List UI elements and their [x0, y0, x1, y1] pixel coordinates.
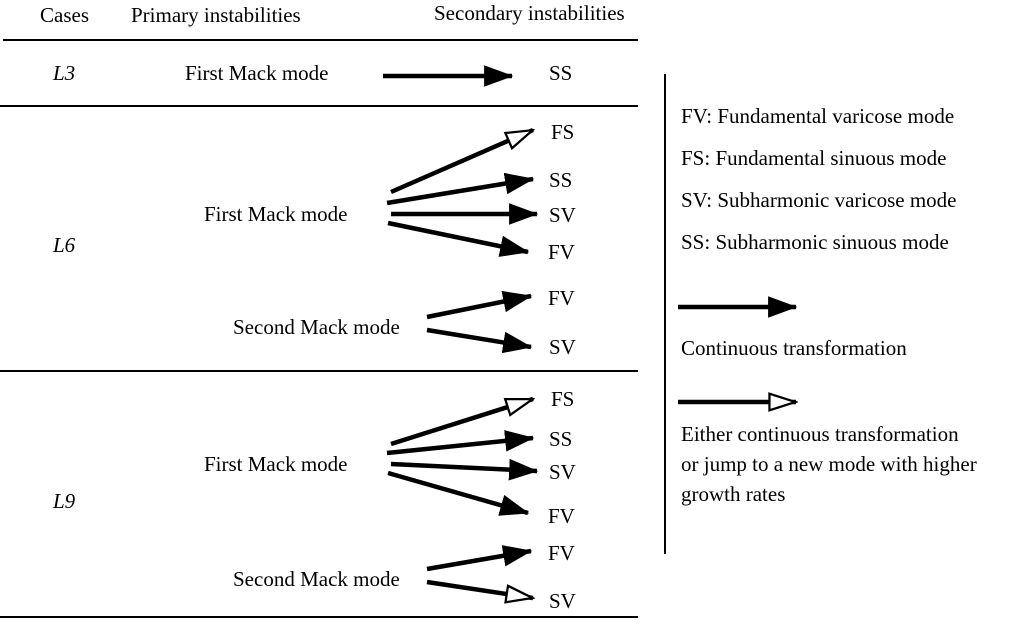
legend-either-label-line1: Either continuous transformation	[681, 422, 959, 446]
arrow-continuous-l9-ss	[386, 430, 535, 456]
arrow-continuous-or-jump-l6-fs	[390, 127, 533, 195]
secondary-mode-label: SV	[549, 460, 576, 484]
secondary-mode-label: FV	[548, 504, 575, 528]
secondary-mode-label: FS	[551, 387, 575, 411]
case-label-l3: L3	[53, 61, 76, 85]
case-label-l6: L6	[53, 233, 76, 257]
secondary-mode-label: FV	[548, 541, 575, 565]
column-header-secondary: Secondary instabilities	[434, 1, 625, 25]
column-header-cases: Cases	[40, 3, 89, 27]
secondary-mode-label: FV	[548, 240, 575, 264]
secondary-mode-label: FV	[548, 286, 575, 310]
arrow-continuous-l6-ss	[386, 172, 535, 206]
arrow-continuous-l6-fv2	[426, 290, 533, 320]
table-rule-l6-l9	[0, 370, 638, 372]
column-header-primary: Primary instabilities	[131, 3, 301, 27]
legend-abbreviation-fv: FV: Fundamental varicose mode	[681, 104, 955, 128]
table-rule-bottom	[0, 616, 638, 618]
legend-abbreviation-fs: FS: Fundamental sinuous mode	[681, 146, 947, 170]
arrow-continuous-l9-fv	[387, 470, 530, 516]
primary-mode-label: First Mack mode	[185, 61, 329, 85]
legend-either-label-line2: or jump to a new mode with higher	[681, 452, 977, 476]
arrow-continuous-or-jump-l9-fs	[390, 396, 533, 447]
primary-mode-label: Second Mack mode	[233, 567, 400, 591]
secondary-mode-label: SS	[549, 168, 573, 192]
secondary-mode-label: SS	[549, 61, 573, 85]
primary-mode-label: First Mack mode	[204, 202, 348, 226]
case-label-l9: L9	[53, 489, 76, 513]
secondary-mode-label: SS	[549, 427, 573, 451]
secondary-mode-label: SV	[549, 335, 576, 359]
secondary-mode-label: SV	[549, 203, 576, 227]
primary-mode-label: Second Mack mode	[233, 315, 400, 339]
secondary-mode-label: SV	[549, 589, 576, 613]
legend-abbreviation-sv: SV: Subharmonic varicose mode	[681, 188, 957, 212]
legend-either-label-line3: growth rates	[681, 482, 786, 506]
primary-mode-label: First Mack mode	[204, 452, 348, 476]
table-rule-l3-l6	[0, 105, 638, 107]
arrow-continuous-l9-sv	[390, 458, 539, 481]
arrow-continuous-l9-fv2	[426, 545, 533, 572]
legend-divider	[664, 74, 666, 554]
arrow-continuous-or-jump-l9-sv2	[426, 579, 533, 598]
secondary-mode-label: FS	[551, 120, 575, 144]
arrow-continuous-l6-sv2	[426, 327, 533, 354]
legend-abbreviation-ss: SS: Subharmonic sinuous mode	[681, 230, 949, 254]
arrow-continuous-l6-fv	[387, 220, 530, 257]
legend-continuous-label: Continuous transformation	[681, 336, 907, 360]
table-rule-header	[3, 39, 638, 41]
